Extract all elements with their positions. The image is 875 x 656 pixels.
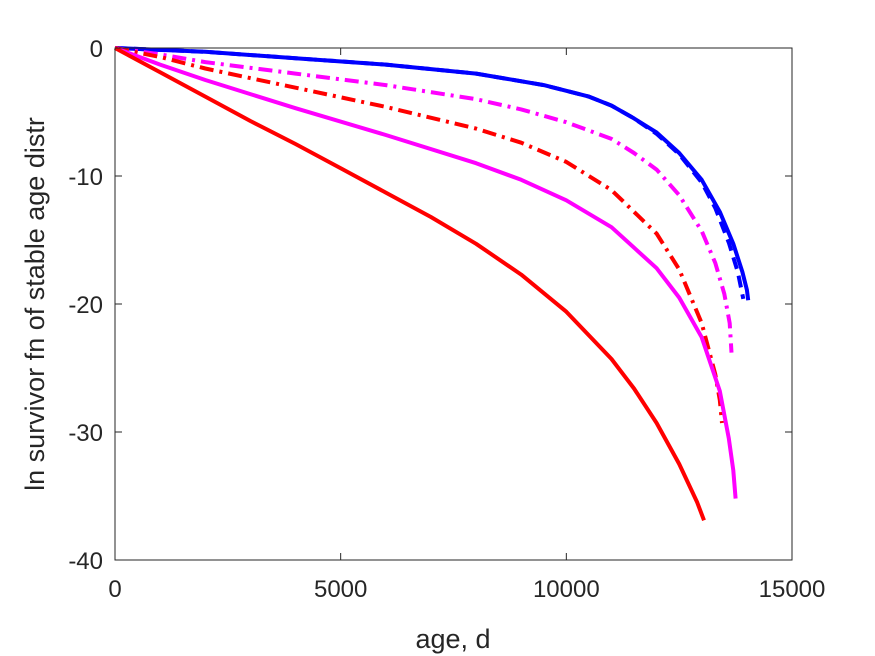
y-tick-label: 0 — [90, 36, 103, 63]
series-line-5 — [114, 46, 738, 499]
series-line-4 — [114, 46, 724, 424]
x-tick-label: 10000 — [533, 576, 600, 603]
x-tick-label: 0 — [108, 576, 121, 603]
y-axis-title: ln survivor fn of stable age distr — [20, 117, 50, 491]
x-tick-label: 5000 — [314, 576, 367, 603]
x-tick-label: 15000 — [759, 576, 826, 603]
series-lines — [114, 46, 751, 522]
y-tick-label: -40 — [68, 548, 103, 575]
series-line-1 — [114, 46, 751, 301]
series-line-3 — [114, 46, 734, 353]
series-line-6 — [114, 46, 706, 522]
y-tick-label: -20 — [68, 292, 103, 319]
x-axis-title: age, d — [415, 624, 490, 654]
y-tick-label: -30 — [68, 420, 103, 447]
y-tick-label: -10 — [68, 164, 103, 191]
series-line-2 — [114, 46, 746, 300]
axis-ticks: 0 5000 10000 15000 0 -10 -20 -30 -40 — [68, 36, 825, 603]
